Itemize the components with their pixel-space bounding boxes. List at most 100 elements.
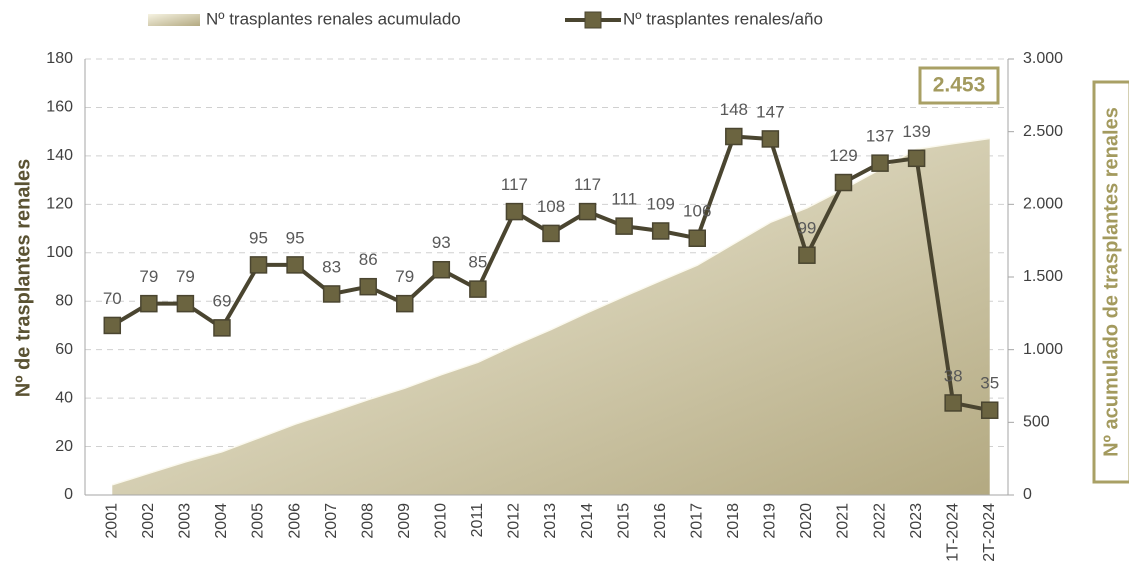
marker bbox=[725, 127, 743, 146]
marker bbox=[469, 280, 487, 298]
data-label: 95 bbox=[286, 228, 305, 247]
data-label: 117 bbox=[574, 175, 601, 194]
marker bbox=[651, 222, 670, 240]
y-tick-label: 180 bbox=[46, 50, 73, 67]
x-tick-label: 2019 bbox=[762, 503, 779, 539]
y-tick-label: 0 bbox=[64, 486, 73, 503]
data-label: 148 bbox=[720, 100, 748, 119]
legend-marker bbox=[584, 11, 602, 29]
data-label: 106 bbox=[683, 202, 711, 221]
data-label: 69 bbox=[212, 291, 231, 310]
x-tick-label: 2011 bbox=[469, 503, 486, 538]
x-tick-label: 2012 bbox=[506, 503, 523, 539]
x-tick-label: 2020 bbox=[798, 503, 815, 539]
x-tick-label: 2005 bbox=[250, 503, 267, 539]
data-label: 147 bbox=[756, 102, 784, 121]
y-tick-label: 160 bbox=[46, 99, 73, 116]
marker bbox=[213, 319, 231, 337]
legend-swatch bbox=[148, 14, 200, 26]
data-label: 137 bbox=[866, 127, 894, 146]
y-tick-label: 140 bbox=[46, 147, 73, 164]
marker bbox=[798, 246, 816, 264]
marker bbox=[907, 149, 926, 168]
marker bbox=[103, 316, 122, 335]
x-tick-label: 2001 bbox=[103, 503, 120, 539]
x-tick-label: 2010 bbox=[433, 503, 450, 539]
marker bbox=[944, 394, 962, 412]
y2-tick-label: 2.000 bbox=[1023, 196, 1063, 213]
annotation-box bbox=[918, 66, 1000, 105]
data-label: 70 bbox=[103, 289, 122, 308]
x-tick-label: 2006 bbox=[286, 503, 303, 539]
x-tick-label: 2008 bbox=[359, 503, 376, 539]
y-tick-label: 100 bbox=[46, 244, 73, 261]
data-label: 129 bbox=[829, 146, 857, 165]
y-tick-label: 120 bbox=[46, 196, 73, 213]
x-tick-label: 2T-2024 bbox=[981, 503, 998, 562]
marker bbox=[286, 256, 304, 274]
x-tick-label: 1T-2024 bbox=[944, 503, 961, 562]
annotation: 2.453 bbox=[933, 74, 986, 97]
marker bbox=[578, 202, 597, 221]
x-tick-label: 2009 bbox=[396, 503, 413, 539]
y-tick-label: 60 bbox=[55, 341, 73, 358]
x-tick-label: 2017 bbox=[688, 503, 705, 539]
data-label: 86 bbox=[359, 250, 378, 269]
marker bbox=[396, 294, 414, 313]
marker bbox=[176, 294, 195, 313]
data-label: 95 bbox=[249, 228, 268, 247]
marker bbox=[322, 285, 341, 303]
data-label: 139 bbox=[902, 122, 930, 141]
marker bbox=[834, 173, 853, 192]
x-tick-label: 2014 bbox=[579, 503, 596, 539]
y2-tick-label: 1.000 bbox=[1023, 341, 1063, 358]
data-label: 108 bbox=[537, 197, 565, 216]
data-label: 35 bbox=[980, 374, 999, 393]
x-tick-label: 2002 bbox=[140, 503, 157, 539]
marker bbox=[615, 217, 633, 235]
y-axis-label: Nº de trasplantes renales bbox=[12, 159, 34, 398]
marker bbox=[761, 130, 780, 148]
y2-axis-label: Nº acumulado de trasplantes renales bbox=[1100, 107, 1122, 457]
marker bbox=[980, 401, 999, 419]
x-tick-label: 2022 bbox=[871, 503, 888, 539]
marker bbox=[359, 277, 377, 296]
x-tick-label: 2021 bbox=[835, 503, 852, 539]
y-tick-label: 80 bbox=[55, 292, 73, 309]
data-label: 93 bbox=[432, 233, 451, 252]
marker bbox=[432, 260, 451, 279]
marker bbox=[688, 229, 706, 247]
x-tick-label: 2023 bbox=[908, 503, 925, 539]
x-tick-label: 2015 bbox=[615, 503, 632, 539]
marker bbox=[249, 256, 268, 274]
data-label: 79 bbox=[395, 267, 414, 286]
y-tick-label: 40 bbox=[55, 389, 73, 406]
x-tick-label: 2007 bbox=[323, 503, 340, 539]
data-label: 85 bbox=[468, 253, 487, 272]
data-label: 79 bbox=[176, 267, 195, 286]
data-label: 99 bbox=[797, 219, 816, 238]
x-tick-label: 2013 bbox=[542, 503, 559, 539]
data-label: 117 bbox=[501, 175, 528, 194]
x-tick-label: 2018 bbox=[725, 503, 742, 539]
data-label: 83 bbox=[322, 257, 341, 276]
x-tick-label: 2004 bbox=[213, 503, 230, 539]
marker bbox=[505, 202, 524, 221]
y2-tick-label: 3.000 bbox=[1023, 50, 1063, 67]
marker bbox=[542, 224, 560, 243]
y2-tick-label: 500 bbox=[1023, 414, 1050, 431]
x-tick-label: 2016 bbox=[652, 503, 669, 539]
legend-label: Nº trasplantes renales/año bbox=[623, 9, 823, 28]
y-tick-label: 20 bbox=[55, 438, 73, 455]
y2-tick-label: 0 bbox=[1023, 486, 1032, 503]
x-tick-label: 2003 bbox=[177, 503, 194, 539]
area-fill bbox=[112, 138, 990, 496]
legend-label: Nº trasplantes renales acumulado bbox=[206, 9, 461, 28]
marker bbox=[871, 154, 889, 172]
marker bbox=[140, 294, 158, 313]
data-label: 79 bbox=[139, 267, 158, 286]
data-label: 38 bbox=[944, 366, 963, 385]
y2-label-box bbox=[1092, 80, 1129, 484]
data-label: 109 bbox=[646, 194, 674, 213]
